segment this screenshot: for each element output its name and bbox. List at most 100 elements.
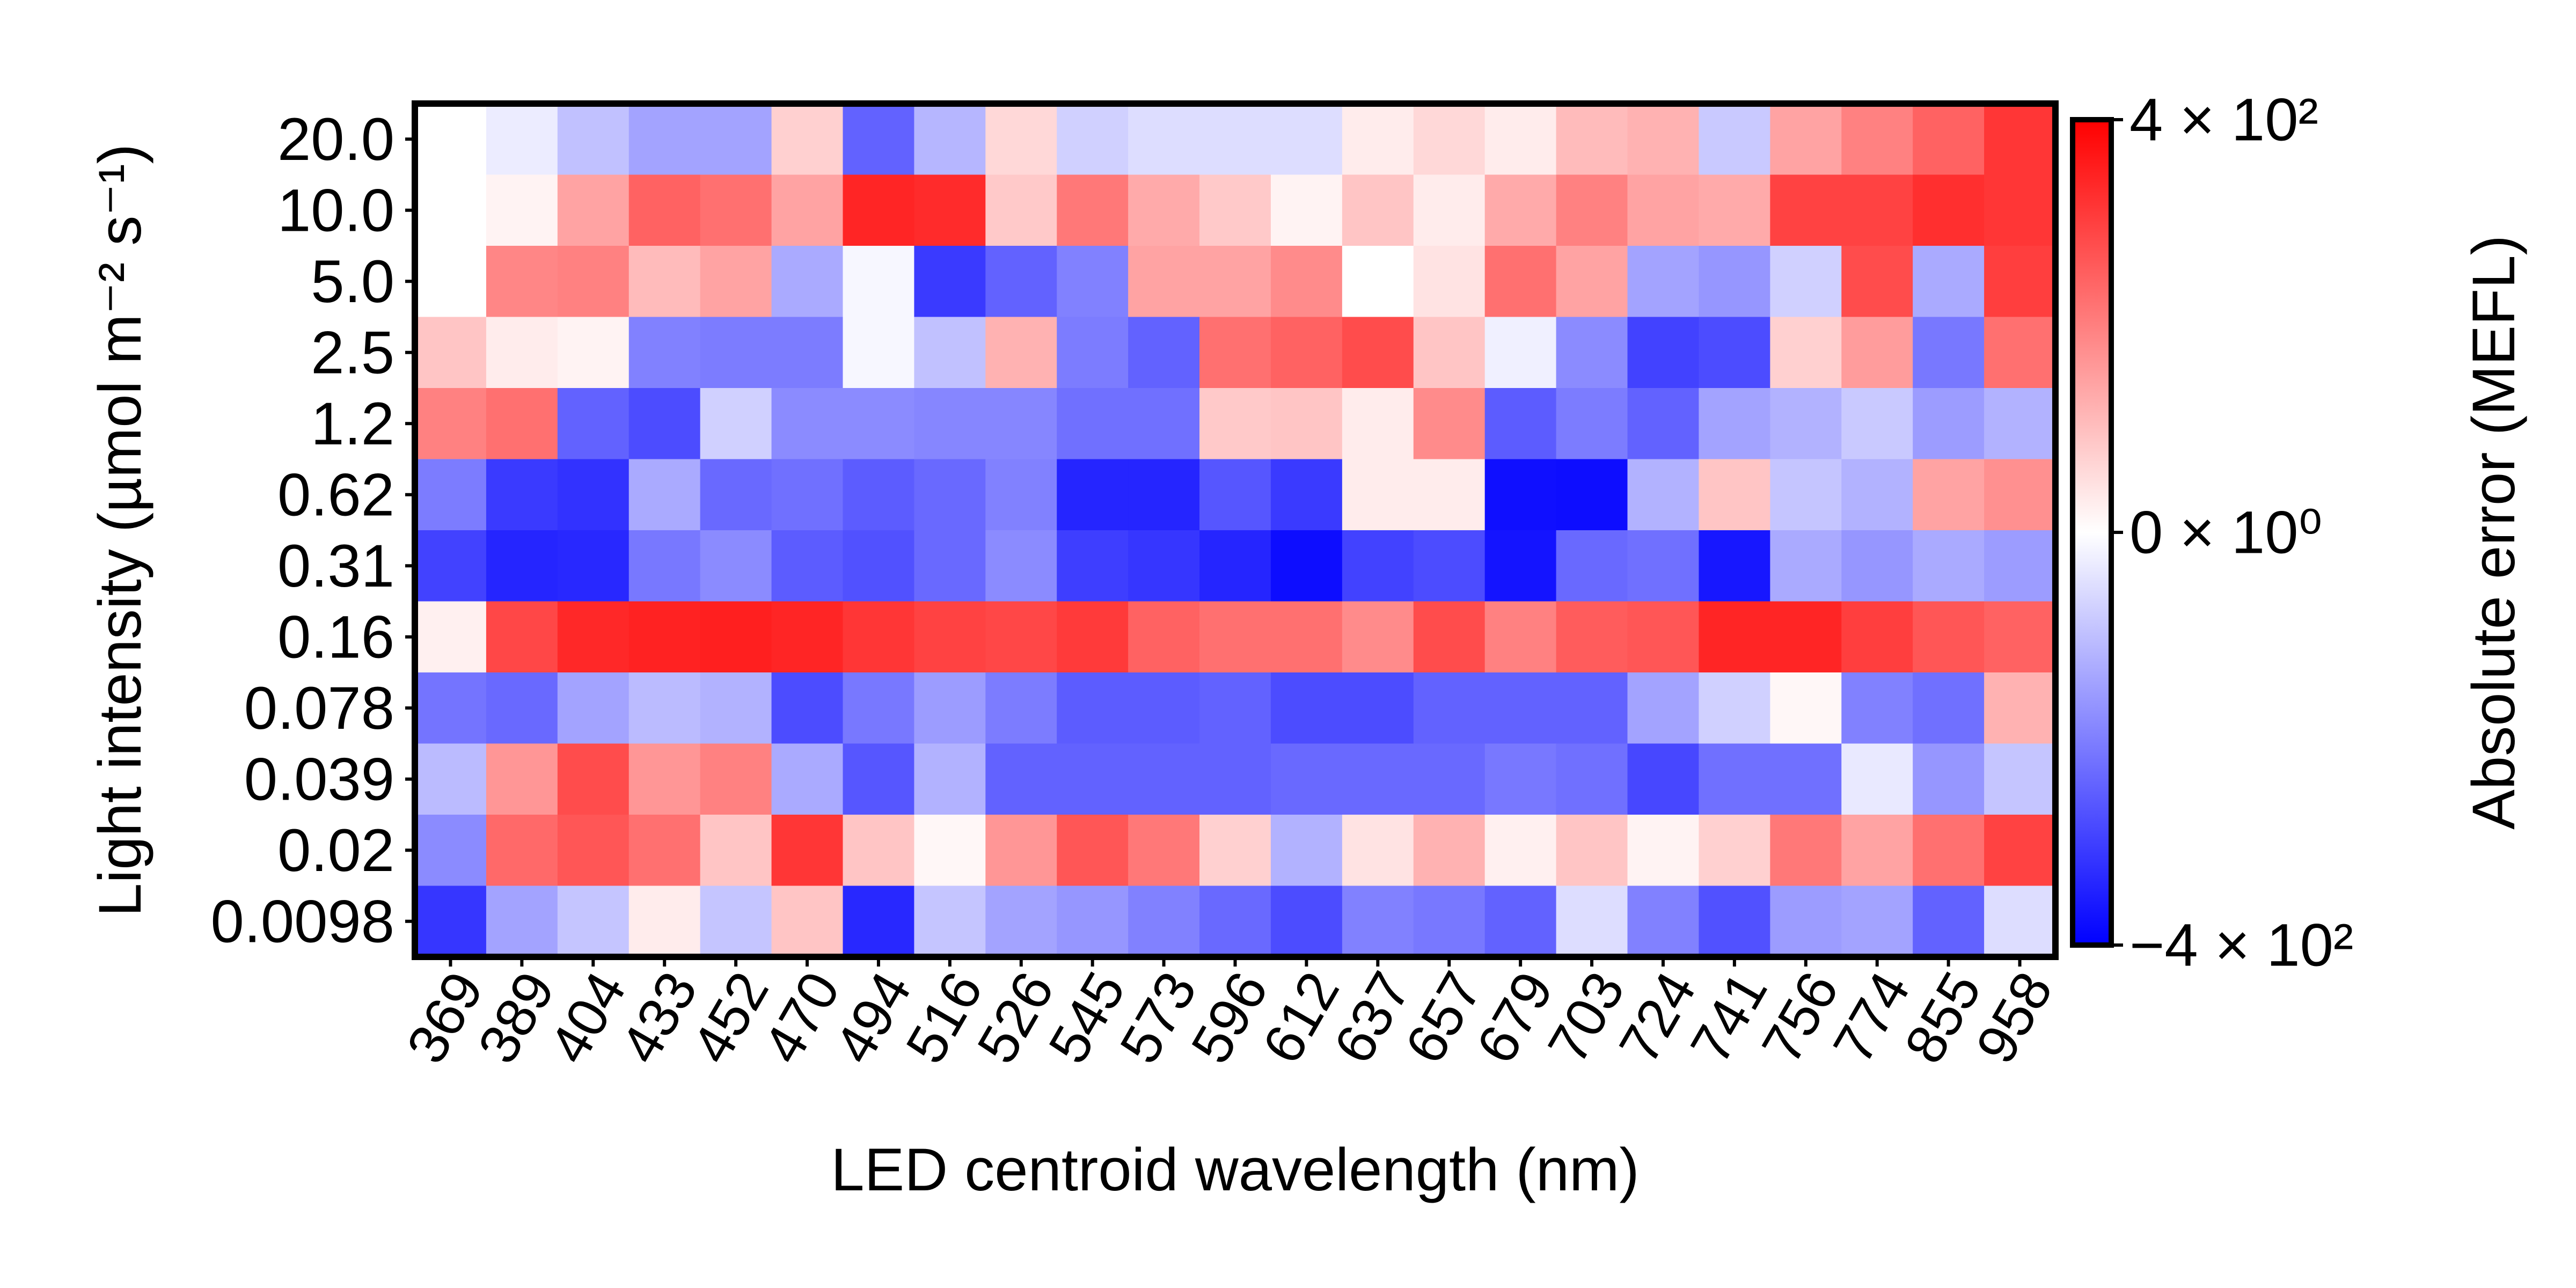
- heatmap-cell: [1484, 530, 1557, 602]
- heatmap-cell: [1057, 601, 1129, 673]
- heatmap-cell: [771, 743, 844, 815]
- heatmap-cell: [628, 246, 701, 318]
- heatmap-cell: [1913, 317, 1985, 389]
- y-tick-label: 0.078: [244, 675, 394, 742]
- heatmap-cell: [914, 743, 986, 815]
- heatmap-cell: [1627, 317, 1700, 389]
- heatmap-cell: [1699, 672, 1770, 744]
- heatmap-cell: [1199, 317, 1271, 389]
- heatmap-cell: [771, 459, 844, 531]
- heatmap-cell: [700, 743, 772, 815]
- y-axis-label: Light intensity (µmol m⁻² s⁻¹): [86, 144, 153, 917]
- heatmap-cell: [1699, 388, 1770, 460]
- heatmap-cell: [914, 601, 986, 673]
- heatmap-cell: [486, 104, 558, 175]
- heatmap-cell: [486, 530, 558, 602]
- heatmap-cell: [628, 174, 701, 246]
- heatmap-cell: [1841, 388, 1913, 460]
- heatmap-cell: [700, 388, 772, 460]
- heatmap-cell: [985, 672, 1057, 744]
- heatmap-cell: [1699, 530, 1770, 602]
- heatmap-cell: [1270, 317, 1343, 389]
- heatmap-cell: [1199, 672, 1271, 744]
- heatmap-cell: [1128, 815, 1200, 887]
- heatmap-cell: [700, 672, 772, 744]
- heatmap-cell: [1270, 530, 1343, 602]
- heatmap-cell: [1413, 672, 1485, 744]
- heatmap-cell: [1413, 246, 1485, 318]
- heatmap-cell: [557, 815, 630, 887]
- heatmap-cell: [415, 885, 487, 957]
- heatmap-cell: [557, 388, 630, 460]
- heatmap-cell: [771, 317, 844, 389]
- heatmap-cell: [1057, 246, 1129, 318]
- heatmap-cell: [628, 815, 701, 887]
- heatmap-cell: [1841, 104, 1913, 175]
- heatmap-cell: [1199, 530, 1271, 602]
- heatmap-cell: [1913, 815, 1985, 887]
- heatmap-cell: [1913, 388, 1985, 460]
- heatmap-cell: [843, 104, 914, 175]
- heatmap-cell: [557, 317, 630, 389]
- heatmap-cell: [557, 174, 630, 246]
- heatmap-cell: [557, 885, 630, 957]
- heatmap-cell: [1484, 601, 1557, 673]
- heatmap-cell: [1841, 317, 1913, 389]
- heatmap-cell: [486, 885, 558, 957]
- heatmap-cell: [1699, 601, 1770, 673]
- heatmap-cell: [1270, 388, 1343, 460]
- heatmap-cell: [486, 743, 558, 815]
- heatmap-cell: [985, 388, 1057, 460]
- heatmap-cell: [557, 743, 630, 815]
- heatmap-cell: [1841, 885, 1913, 957]
- heatmap-cell: [1199, 743, 1271, 815]
- heatmap-cell: [557, 530, 630, 602]
- y-tick-label: 0.31: [277, 532, 394, 599]
- colorbar-tick-label: 0 × 10⁰: [2129, 499, 2322, 566]
- heatmap-cell: [1484, 246, 1557, 318]
- heatmap-cell: [1913, 885, 1985, 957]
- heatmap-cell: [1413, 601, 1485, 673]
- heatmap-cell: [1556, 459, 1628, 531]
- heatmap-cell: [1770, 246, 1842, 318]
- colorbar-tick-label: −4 × 10²: [2129, 912, 2353, 979]
- heatmap-cell: [1984, 246, 2056, 318]
- heatmap-cell: [843, 815, 914, 887]
- heatmap-cell: [1057, 743, 1129, 815]
- heatmap-cell: [1128, 743, 1200, 815]
- heatmap-cell: [1199, 174, 1271, 246]
- heatmap-cell: [843, 459, 914, 531]
- heatmap-cell: [1770, 885, 1842, 957]
- heatmap-cell: [771, 104, 844, 175]
- heatmap-cell: [1342, 174, 1414, 246]
- heatmap-cell: [914, 672, 986, 744]
- heatmap-cell: [415, 672, 487, 744]
- heatmap-cell: [771, 885, 844, 957]
- heatmap-cell: [1984, 885, 2056, 957]
- heatmap-cell: [985, 743, 1057, 815]
- heatmap-cell: [1770, 104, 1842, 175]
- heatmap-cell: [1627, 743, 1700, 815]
- heatmap-cell: [1484, 743, 1557, 815]
- heatmap-cell: [1699, 885, 1770, 957]
- heatmap-cell: [1128, 246, 1200, 318]
- heatmap-cell: [1770, 530, 1842, 602]
- heatmap-cell: [415, 530, 487, 602]
- heatmap-cell: [1057, 317, 1129, 389]
- y-tick-label: 0.039: [244, 745, 394, 813]
- heatmap-cell: [1270, 459, 1343, 531]
- heatmap-cell: [1342, 317, 1414, 389]
- heatmap-cell: [1770, 459, 1842, 531]
- heatmap-cell: [415, 246, 487, 318]
- heatmap-cell: [486, 174, 558, 246]
- heatmap-cell: [1984, 104, 2056, 175]
- heatmap-cell: [1841, 530, 1913, 602]
- y-tick-label: 0.0098: [210, 888, 394, 955]
- heatmap-cell: [914, 104, 986, 175]
- heatmap-cell: [1699, 459, 1770, 531]
- heatmap-cell: [415, 601, 487, 673]
- heatmap-cell: [1770, 743, 1842, 815]
- heatmap-cell: [1984, 530, 2056, 602]
- heatmap-cell: [628, 459, 701, 531]
